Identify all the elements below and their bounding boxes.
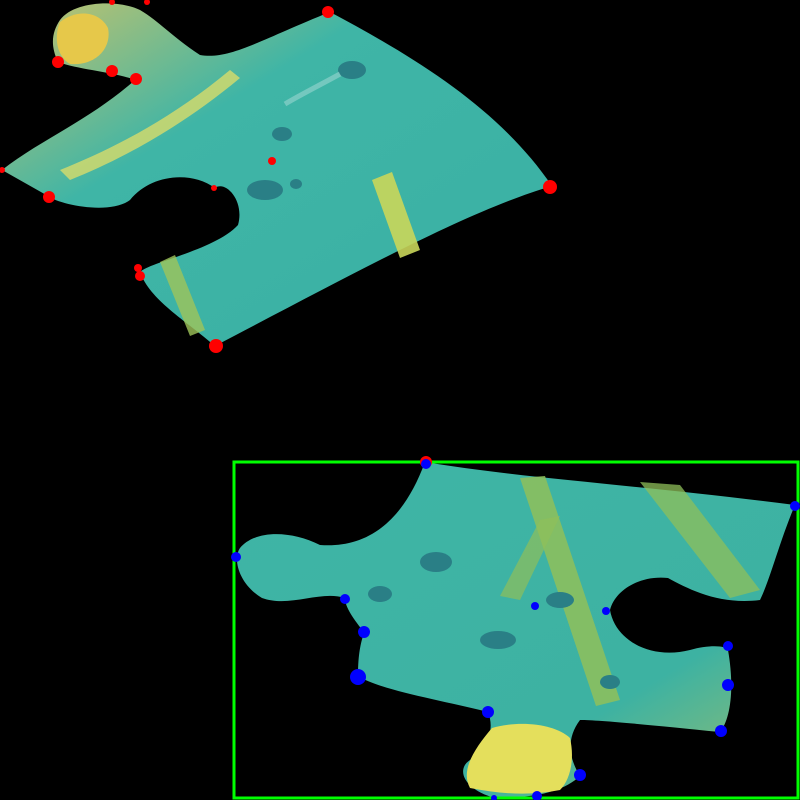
keypoint — [722, 679, 734, 691]
keypoint — [421, 459, 431, 469]
keypoint — [482, 706, 494, 718]
keypoint — [532, 791, 542, 800]
keypoint — [723, 641, 733, 651]
tadpole — [247, 180, 283, 200]
keypoint — [358, 626, 370, 638]
grass-stripe — [60, 70, 240, 180]
tadpole — [272, 127, 292, 141]
keypoint — [790, 501, 800, 511]
keypoint — [491, 795, 497, 800]
puzzle-piece-lower-right — [236, 462, 795, 798]
keypoint — [109, 0, 115, 5]
keypoint — [130, 73, 142, 85]
green-stripe-2 — [640, 482, 760, 598]
tadpole — [546, 592, 574, 608]
keypoint — [543, 180, 557, 194]
keypoint — [211, 185, 217, 191]
keypoint — [52, 56, 64, 68]
keypoint — [715, 725, 727, 737]
keypoint — [574, 769, 586, 781]
keypoint — [0, 167, 5, 173]
tadpole-tail — [283, 71, 342, 107]
tadpole — [368, 586, 392, 602]
bounding-box — [232, 460, 800, 800]
tadpole — [600, 675, 620, 689]
piece-body — [2, 3, 552, 346]
keypoint — [322, 6, 334, 18]
green-stripe-2 — [160, 255, 205, 336]
keypoints-lower-right — [231, 456, 800, 800]
green-stripe — [372, 172, 420, 258]
keypoint — [144, 0, 150, 5]
green-stripe-3 — [500, 516, 560, 600]
keypoint — [209, 339, 223, 353]
keypoint — [531, 602, 539, 610]
piece-body — [236, 462, 795, 798]
tadpole — [290, 179, 302, 189]
tab-highlight — [56, 13, 109, 65]
keypoint — [350, 669, 366, 685]
puzzle-piece-upper-left — [2, 3, 552, 346]
tadpole — [338, 61, 366, 79]
keypoint — [135, 271, 145, 281]
keypoint — [602, 607, 610, 615]
keypoint — [43, 191, 55, 203]
keypoint — [268, 157, 276, 165]
keypoint — [231, 552, 241, 562]
keypoint — [134, 264, 142, 272]
keypoint — [340, 594, 350, 604]
tadpole — [480, 631, 516, 649]
keypoints-upper-left — [0, 0, 557, 353]
tab-highlight — [466, 723, 572, 794]
tadpole — [420, 552, 452, 572]
keypoint — [106, 65, 118, 77]
